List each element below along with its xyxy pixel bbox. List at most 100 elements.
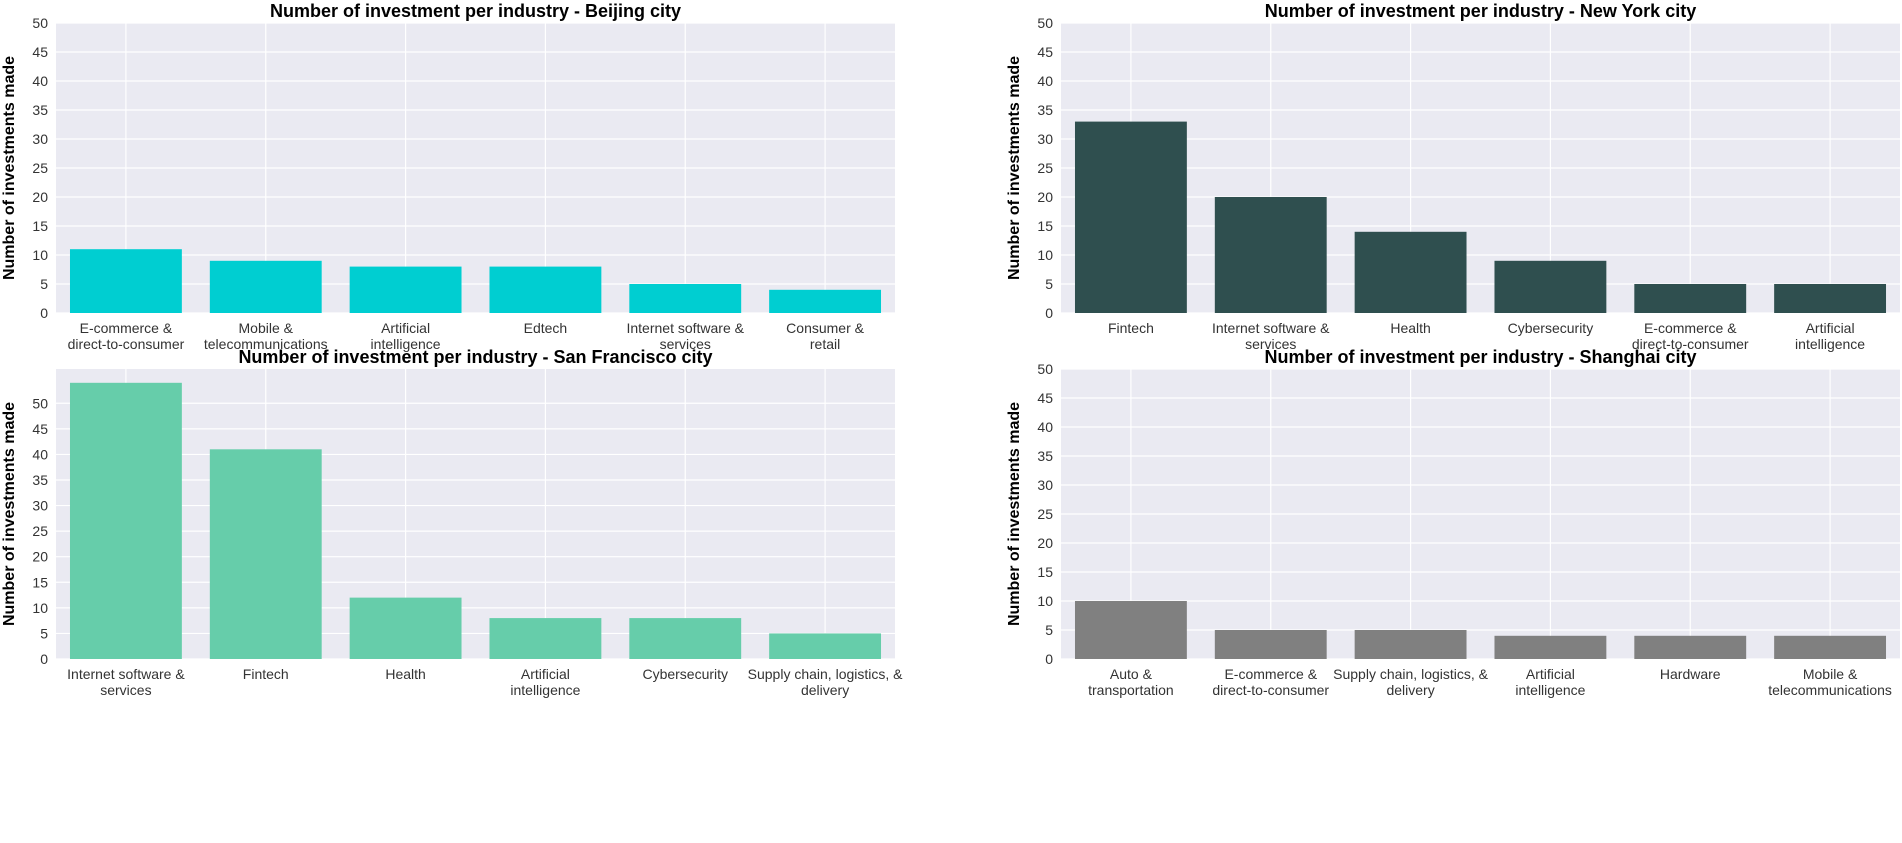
bar	[1774, 284, 1887, 313]
y-tick-label: 30	[1037, 131, 1053, 147]
y-tick-label: 15	[1037, 218, 1053, 234]
y-tick-label: 25	[32, 523, 48, 539]
x-tick-label-line: delivery	[801, 682, 849, 698]
y-tick-label: 25	[1037, 506, 1053, 522]
chart-title: Number of investment per industry - New …	[1265, 1, 1696, 21]
y-tick-label: 40	[1037, 419, 1053, 435]
x-tick-label: Hardware	[1660, 666, 1721, 682]
x-tick-label-line: E-commerce &	[1224, 666, 1317, 682]
y-axis-label: Number of investments made	[1, 402, 18, 626]
chart-panel-0: 0 5 10 15 20 25 30 35 40 45 50 E-commerce & direct-t…	[1, 1, 895, 352]
x-tick-label-line: Artificial	[1526, 666, 1575, 682]
chart-title: Number of investment per industry - Shan…	[1264, 347, 1696, 367]
y-tick-label: 50	[32, 15, 48, 31]
y-tick-label: 20	[1037, 535, 1053, 551]
x-tick-label-line: Artificial	[521, 666, 570, 682]
y-tick-label: 10	[1037, 247, 1053, 263]
y-tick-label: 50	[1037, 15, 1053, 31]
bar	[1354, 231, 1467, 313]
y-tick-label: 20	[32, 549, 48, 565]
y-tick-label: 15	[1037, 564, 1053, 580]
bar	[489, 618, 602, 659]
x-tick-label: Supply chain, logistics, & delivery	[748, 666, 904, 698]
x-tick-label: Internet software & services	[626, 320, 744, 352]
y-tick-label: 10	[1037, 593, 1053, 609]
x-tick-label-line: E-commerce &	[80, 320, 173, 336]
y-tick-label: 45	[1037, 44, 1053, 60]
y-tick-label: 10	[32, 247, 48, 263]
x-tick-label: Cybersecurity	[642, 666, 728, 682]
y-tick-label: 40	[32, 446, 48, 462]
y-tick-label: 15	[32, 218, 48, 234]
y-tick-label: 30	[1037, 477, 1053, 493]
x-tick-label-line: direct-to-consumer	[1212, 682, 1329, 698]
y-tick-label: 15	[32, 574, 48, 590]
bar	[1214, 197, 1327, 313]
x-tick-label: Consumer & retail	[786, 320, 864, 352]
x-tick-label-line: E-commerce &	[1644, 320, 1737, 336]
x-tick-label: Health	[385, 666, 425, 682]
x-tick-label: E-commerce & direct-to-consumer	[1632, 320, 1749, 352]
plot-area	[56, 369, 895, 659]
bar	[1634, 635, 1747, 659]
x-tick-label-line: intelligence	[371, 336, 441, 352]
x-tick-label: Internet software & services	[1212, 320, 1330, 352]
chart-panel-3: 0 5 10 15 20 25 30 35 40 45 50 Auto & transportation…	[1006, 347, 1900, 698]
y-axis-label: Number of investments made	[1006, 56, 1023, 280]
bar	[1494, 260, 1607, 313]
bar	[349, 266, 462, 313]
y-tick-label: 50	[32, 395, 48, 411]
x-tick-label: E-commerce & direct-to-consumer	[68, 320, 185, 352]
y-tick-label: 0	[1045, 305, 1053, 321]
x-tick-label-line: services	[100, 682, 151, 698]
x-tick-label-line: Internet software &	[626, 320, 744, 336]
x-tick-label-line: delivery	[1386, 682, 1434, 698]
bar	[1774, 635, 1887, 659]
bar	[1214, 630, 1327, 659]
bar	[209, 260, 322, 313]
x-tick-label: Artificial intelligence	[371, 320, 441, 352]
chart-panel-1: 0 5 10 15 20 25 30 35 40 45 50 Fintech Internet soft…	[1006, 1, 1900, 352]
x-tick-label-line: Artificial	[1806, 320, 1855, 336]
y-tick-label: 20	[32, 189, 48, 205]
x-tick-label: Artificial intelligence	[1515, 666, 1585, 698]
x-tick-label: Auto & transportation	[1088, 666, 1174, 698]
x-tick-label: Supply chain, logistics, & delivery	[1333, 666, 1489, 698]
y-tick-label: 50	[1037, 361, 1053, 377]
bar	[769, 633, 882, 659]
y-tick-label: 35	[32, 102, 48, 118]
y-axis-label: Number of investments made	[1, 56, 18, 280]
x-tick-label: E-commerce & direct-to-consumer	[1212, 666, 1329, 698]
y-tick-label: 20	[1037, 189, 1053, 205]
bar	[349, 597, 462, 659]
y-tick-label: 25	[1037, 160, 1053, 176]
x-tick-label-line: Cybersecurity	[1508, 320, 1594, 336]
x-tick-label-line: Cybersecurity	[642, 666, 728, 682]
y-tick-label: 0	[40, 305, 48, 321]
y-tick-label: 5	[1045, 276, 1053, 292]
y-tick-label: 35	[1037, 448, 1053, 464]
x-tick-label-line: Supply chain, logistics, &	[1333, 666, 1489, 682]
y-tick-label: 5	[40, 625, 48, 641]
x-tick-label: Health	[1390, 320, 1430, 336]
x-tick-label-line: telecommunications	[1768, 682, 1892, 698]
x-tick-label-line: telecommunications	[204, 336, 328, 352]
y-tick-label: 40	[1037, 73, 1053, 89]
y-tick-label: 30	[32, 131, 48, 147]
bar	[69, 249, 182, 313]
x-tick-label-line: Health	[1390, 320, 1430, 336]
x-tick-label-line: direct-to-consumer	[1632, 336, 1749, 352]
x-tick-label-line: intelligence	[510, 682, 580, 698]
x-tick-label-line: Mobile &	[239, 320, 294, 336]
bar	[629, 618, 742, 659]
x-tick-label-line: Fintech	[1108, 320, 1154, 336]
x-tick-label-line: Internet software &	[1212, 320, 1330, 336]
x-tick-label-line: Fintech	[243, 666, 289, 682]
y-tick-label: 0	[1045, 651, 1053, 667]
x-tick-label: Internet software & services	[67, 666, 185, 698]
x-tick-label-line: Hardware	[1660, 666, 1721, 682]
y-axis-label: Number of investments made	[1006, 402, 1023, 626]
x-tick-label-line: Auto &	[1110, 666, 1153, 682]
x-tick-label-line: Supply chain, logistics, &	[748, 666, 904, 682]
